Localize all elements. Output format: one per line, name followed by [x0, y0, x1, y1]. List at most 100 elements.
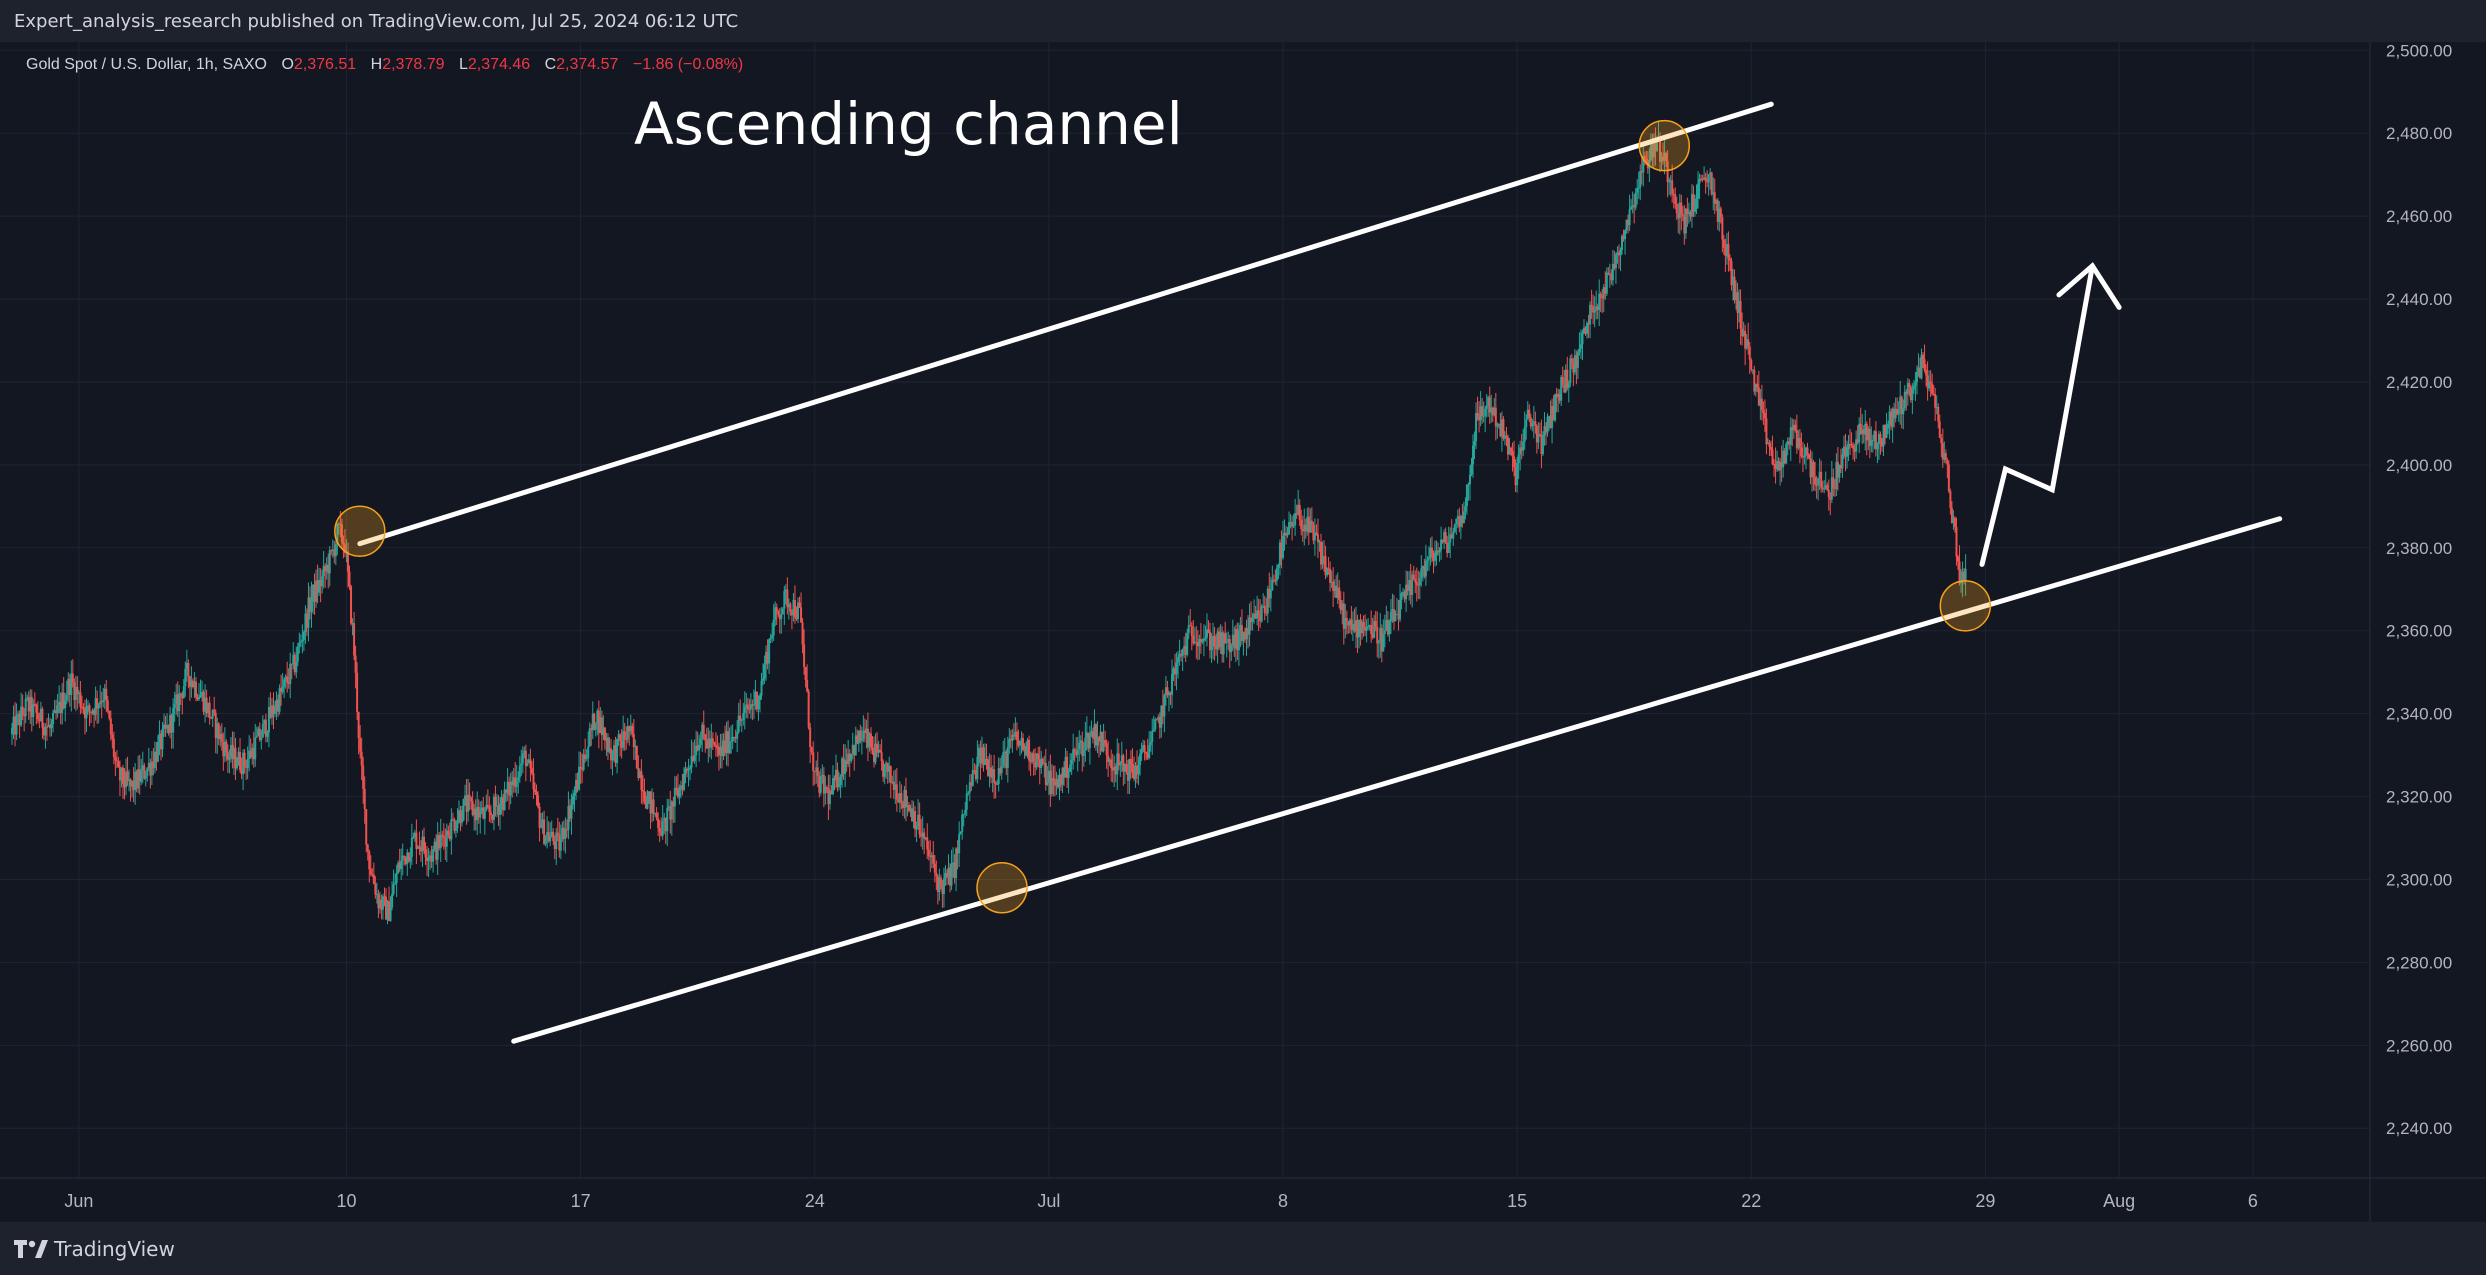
candle-body	[451, 819, 454, 821]
candle-body	[1865, 423, 1868, 441]
candle-body	[613, 745, 616, 752]
candle-body	[1149, 741, 1152, 746]
candle-body	[1579, 344, 1582, 349]
candle-body	[1884, 424, 1887, 438]
candle-body	[1488, 397, 1491, 413]
candle-body	[1827, 490, 1830, 498]
candle-body	[1336, 587, 1339, 598]
drawings[interactable]	[334, 101, 2283, 1044]
candle-body	[1040, 758, 1043, 769]
candle-body	[1598, 293, 1601, 310]
candle-body	[1455, 518, 1458, 525]
candle-body	[648, 791, 651, 796]
candle-body	[1370, 625, 1373, 634]
candle-body	[1110, 759, 1113, 769]
candle-body	[1532, 421, 1535, 424]
candle-body	[1116, 753, 1119, 775]
candle-body	[1444, 532, 1447, 543]
candle-body	[1114, 766, 1117, 775]
candle-body	[1681, 214, 1684, 217]
candle-body	[1774, 464, 1777, 470]
tradingview-logo[interactable]: TradingView	[14, 1236, 175, 1262]
candle-body	[1877, 434, 1880, 445]
candle-body	[1192, 635, 1195, 644]
candle-body	[1332, 581, 1335, 592]
candle-body	[1684, 208, 1687, 234]
candle-body	[1274, 580, 1277, 582]
candle-body	[1406, 584, 1409, 591]
candle-body	[79, 692, 82, 707]
candle-body	[938, 877, 941, 892]
price-tick-label: 2,500.00	[2386, 41, 2452, 60]
candle-body	[366, 844, 369, 852]
candle-body	[1240, 625, 1243, 641]
candle-body	[1350, 619, 1353, 630]
upper-channel-trendline[interactable]	[357, 101, 1774, 547]
channel-touch-marker[interactable]	[976, 862, 1028, 914]
candle-body	[251, 747, 254, 758]
candle-body	[319, 579, 322, 587]
candle-body	[965, 793, 968, 810]
candle-body	[1643, 155, 1646, 159]
projection-arrow-head[interactable]	[2056, 262, 2122, 310]
candle-body	[1595, 306, 1598, 311]
channel-touch-marker[interactable]	[1939, 580, 1992, 632]
candle-body	[590, 728, 593, 731]
candle-body	[617, 734, 620, 739]
candle-body	[526, 763, 529, 767]
candle-body	[1584, 327, 1587, 334]
candle-body	[1762, 410, 1765, 413]
candle-body	[179, 693, 182, 695]
lower-channel-trendline[interactable]	[511, 516, 2283, 1044]
candle-body	[573, 792, 576, 796]
candle-body	[1339, 599, 1342, 611]
candle-body	[1508, 447, 1511, 455]
candle-body	[739, 715, 742, 721]
candle-body	[1142, 745, 1145, 749]
candle-body	[967, 792, 970, 794]
projection-path-arrow[interactable]	[1979, 263, 2095, 567]
candle-body	[1411, 574, 1414, 595]
price-chart[interactable]: 2,240.00 2,260.00 2,280.00 2,300.00 2,320.00…	[0, 0, 2486, 1222]
candle-body	[632, 734, 635, 748]
channel-touch-marker[interactable]	[1638, 119, 1691, 172]
candle-body	[359, 738, 362, 752]
candle-body	[836, 769, 839, 787]
candle-body	[1294, 513, 1297, 526]
candle-body	[824, 787, 827, 794]
candle-body	[1710, 172, 1713, 195]
candle-body	[1534, 421, 1537, 426]
candle-body	[786, 589, 789, 608]
candle-body	[1687, 211, 1690, 214]
candle-body	[1560, 377, 1563, 401]
candle-body	[1695, 198, 1698, 209]
candle-body	[121, 767, 124, 784]
candle-body	[1517, 454, 1520, 464]
axes[interactable]: 2,240.00 2,260.00 2,280.00 2,300.00 2,320.00…	[64, 41, 2452, 1211]
candle-body	[1820, 471, 1823, 488]
candle-body	[1219, 632, 1222, 648]
candle-body	[1307, 516, 1310, 533]
candle-body	[833, 778, 836, 781]
candles	[11, 121, 1967, 925]
symbol-legend[interactable]: Gold Spot / U.S. Dollar, 1h, SAXO O2,376…	[26, 56, 743, 73]
candle-body	[781, 608, 784, 615]
candle-body	[1315, 532, 1318, 535]
candle-body	[827, 788, 830, 805]
candle-body	[298, 642, 301, 647]
candle-body	[138, 769, 141, 782]
candle-body	[321, 576, 324, 587]
candle-body	[921, 832, 924, 837]
candle-body	[813, 771, 816, 773]
candle-body	[1148, 745, 1151, 759]
candle-body	[394, 883, 397, 885]
candle-body	[1659, 137, 1662, 162]
candle-body	[546, 832, 549, 837]
channel-annotation-title[interactable]: Ascending channel	[634, 90, 1183, 158]
candle-body	[920, 834, 923, 837]
channel-touch-marker[interactable]	[334, 505, 386, 557]
candle-body	[1129, 758, 1132, 764]
candle-body	[155, 751, 158, 762]
candle-body	[1719, 208, 1722, 218]
candle-body	[553, 841, 556, 849]
